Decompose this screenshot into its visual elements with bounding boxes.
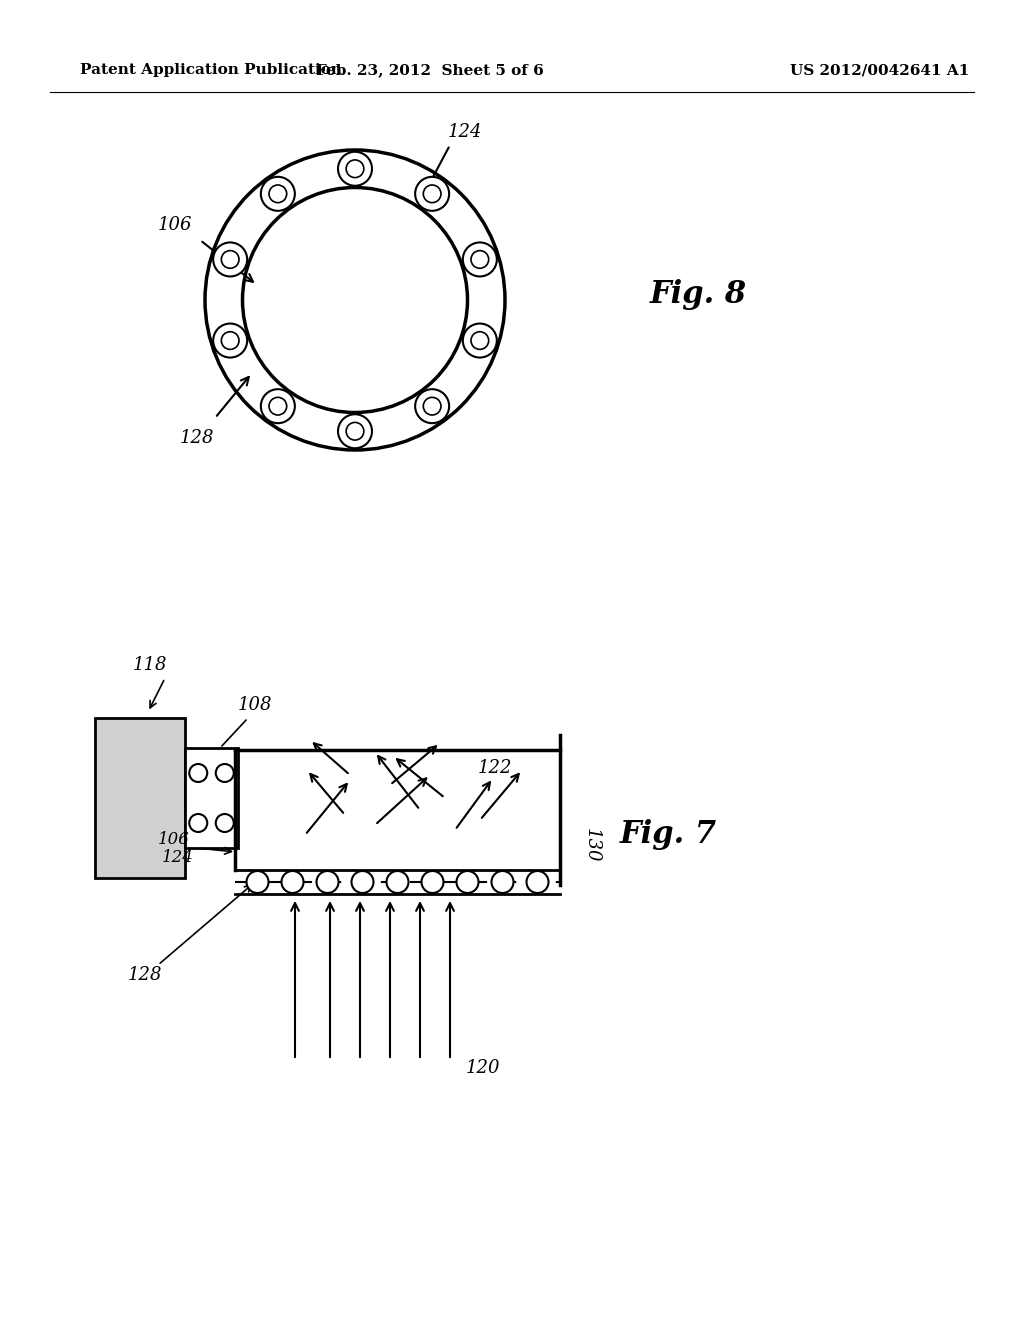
Bar bbox=[95, 718, 185, 878]
Circle shape bbox=[463, 243, 497, 276]
Circle shape bbox=[422, 871, 443, 894]
Circle shape bbox=[463, 323, 497, 358]
Circle shape bbox=[213, 323, 247, 358]
Circle shape bbox=[423, 397, 441, 414]
Text: 124: 124 bbox=[449, 123, 482, 141]
Circle shape bbox=[247, 871, 268, 894]
Circle shape bbox=[189, 814, 207, 832]
Circle shape bbox=[189, 764, 207, 781]
Circle shape bbox=[526, 871, 549, 894]
Circle shape bbox=[457, 871, 478, 894]
Circle shape bbox=[216, 764, 233, 781]
Circle shape bbox=[492, 871, 513, 894]
Circle shape bbox=[346, 160, 364, 178]
Text: Patent Application Publication: Patent Application Publication bbox=[80, 63, 342, 77]
Circle shape bbox=[351, 871, 374, 894]
Text: Fig. 8: Fig. 8 bbox=[650, 280, 748, 310]
Circle shape bbox=[415, 389, 450, 424]
Circle shape bbox=[213, 243, 247, 276]
Circle shape bbox=[216, 814, 233, 832]
Circle shape bbox=[269, 397, 287, 414]
Circle shape bbox=[415, 177, 450, 211]
Circle shape bbox=[471, 251, 488, 268]
Text: 130: 130 bbox=[583, 828, 601, 862]
Circle shape bbox=[338, 414, 372, 449]
Circle shape bbox=[346, 422, 364, 440]
Text: 106: 106 bbox=[158, 216, 193, 234]
Circle shape bbox=[338, 152, 372, 186]
Text: 124: 124 bbox=[162, 850, 194, 866]
Text: 120: 120 bbox=[466, 1059, 501, 1077]
Circle shape bbox=[269, 185, 287, 203]
Circle shape bbox=[221, 251, 239, 268]
Text: 108: 108 bbox=[238, 696, 272, 714]
Text: 128: 128 bbox=[128, 966, 163, 983]
Circle shape bbox=[261, 389, 295, 424]
Circle shape bbox=[471, 331, 488, 350]
Circle shape bbox=[316, 871, 339, 894]
Circle shape bbox=[261, 177, 295, 211]
Text: Fig. 7: Fig. 7 bbox=[620, 820, 717, 850]
Text: Feb. 23, 2012  Sheet 5 of 6: Feb. 23, 2012 Sheet 5 of 6 bbox=[316, 63, 544, 77]
Circle shape bbox=[221, 331, 239, 350]
Text: 118: 118 bbox=[133, 656, 168, 675]
Text: US 2012/0042641 A1: US 2012/0042641 A1 bbox=[790, 63, 970, 77]
Circle shape bbox=[423, 185, 441, 203]
Text: 122: 122 bbox=[478, 759, 512, 777]
Bar bbox=[185, 748, 238, 847]
Circle shape bbox=[386, 871, 409, 894]
Text: 128: 128 bbox=[180, 429, 214, 447]
Circle shape bbox=[282, 871, 303, 894]
Text: 106: 106 bbox=[158, 832, 189, 849]
